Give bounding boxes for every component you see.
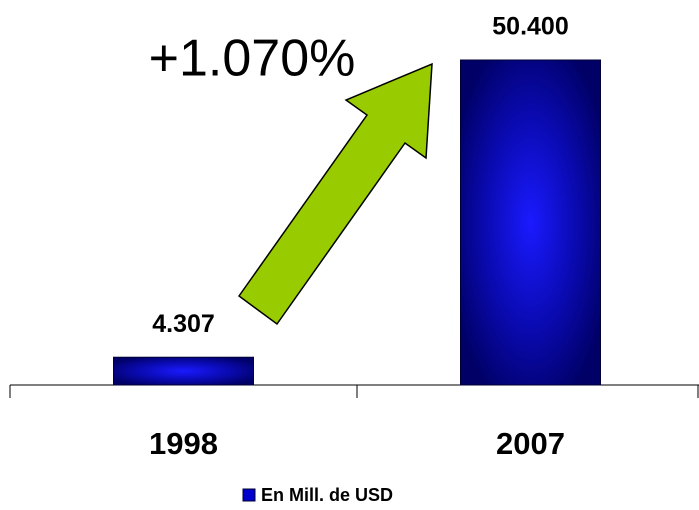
bar	[460, 59, 601, 386]
legend-swatch	[242, 488, 256, 502]
annotation: +1.070%	[149, 30, 356, 88]
x-tick-label: 1998	[149, 426, 218, 461]
value-label: 50.400	[492, 13, 568, 41]
value-label: 4.307	[152, 310, 215, 338]
legend-label: En Mill. de USD	[261, 485, 393, 505]
growth-arrow	[237, 62, 433, 326]
x-tick-label: 2007	[496, 426, 565, 461]
bar	[113, 356, 254, 386]
